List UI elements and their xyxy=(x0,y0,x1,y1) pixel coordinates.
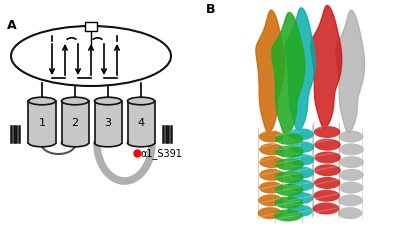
Ellipse shape xyxy=(314,164,341,176)
Ellipse shape xyxy=(94,140,122,147)
Ellipse shape xyxy=(288,192,314,204)
Polygon shape xyxy=(272,13,305,135)
Ellipse shape xyxy=(28,140,56,147)
Ellipse shape xyxy=(314,152,341,164)
Ellipse shape xyxy=(289,154,314,166)
Ellipse shape xyxy=(338,207,362,219)
Polygon shape xyxy=(311,6,342,128)
Ellipse shape xyxy=(62,98,88,105)
Ellipse shape xyxy=(275,184,303,196)
Text: 4: 4 xyxy=(138,118,144,128)
Ellipse shape xyxy=(339,156,364,168)
Ellipse shape xyxy=(259,182,284,194)
Ellipse shape xyxy=(259,156,284,168)
Ellipse shape xyxy=(287,205,313,217)
Ellipse shape xyxy=(274,197,303,209)
FancyBboxPatch shape xyxy=(94,102,122,143)
Ellipse shape xyxy=(258,207,282,219)
Ellipse shape xyxy=(94,98,122,105)
Polygon shape xyxy=(336,11,365,133)
FancyBboxPatch shape xyxy=(62,102,88,143)
Text: 1: 1 xyxy=(38,118,46,128)
Polygon shape xyxy=(256,11,285,133)
Text: 3: 3 xyxy=(104,118,112,128)
Ellipse shape xyxy=(275,146,304,158)
Ellipse shape xyxy=(128,140,154,147)
Ellipse shape xyxy=(289,141,314,153)
Ellipse shape xyxy=(259,131,284,143)
Ellipse shape xyxy=(339,131,364,143)
Ellipse shape xyxy=(275,159,304,171)
Ellipse shape xyxy=(259,144,284,156)
Ellipse shape xyxy=(62,140,88,147)
FancyBboxPatch shape xyxy=(28,102,56,143)
Ellipse shape xyxy=(28,98,56,105)
Ellipse shape xyxy=(274,210,302,222)
Ellipse shape xyxy=(338,195,363,207)
Ellipse shape xyxy=(288,129,314,141)
Ellipse shape xyxy=(339,169,364,181)
Text: B: B xyxy=(206,3,216,16)
FancyBboxPatch shape xyxy=(85,22,97,32)
Ellipse shape xyxy=(275,171,304,183)
Text: 2: 2 xyxy=(72,118,78,128)
Ellipse shape xyxy=(314,139,341,151)
Ellipse shape xyxy=(313,203,339,215)
Polygon shape xyxy=(285,9,315,131)
FancyBboxPatch shape xyxy=(128,102,154,143)
Ellipse shape xyxy=(314,126,340,138)
Text: A: A xyxy=(7,19,17,32)
Ellipse shape xyxy=(339,182,364,194)
Ellipse shape xyxy=(288,179,314,191)
Ellipse shape xyxy=(339,144,364,156)
Ellipse shape xyxy=(289,167,314,179)
Ellipse shape xyxy=(314,177,340,189)
Ellipse shape xyxy=(275,133,303,145)
Ellipse shape xyxy=(128,98,154,105)
Ellipse shape xyxy=(259,169,284,181)
Ellipse shape xyxy=(258,195,283,207)
Text: α1_S391: α1_S391 xyxy=(141,148,182,159)
Ellipse shape xyxy=(313,190,340,202)
